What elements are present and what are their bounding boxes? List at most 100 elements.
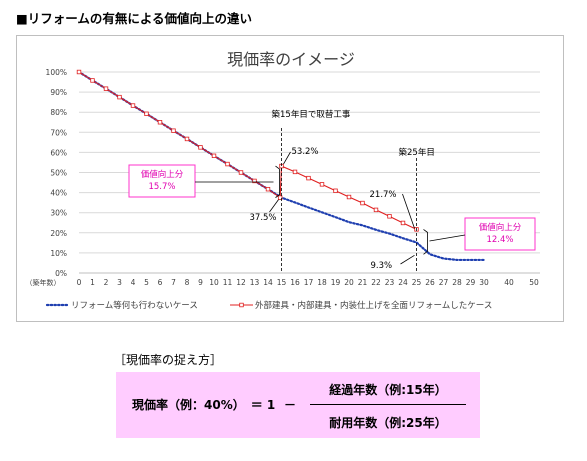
x-tick-label: 9 [198, 278, 203, 287]
x-tick-label: 16 [290, 278, 300, 287]
data-point [157, 120, 163, 125]
x-tick-label: 40 [504, 278, 514, 287]
x-tick-label: 23 [385, 278, 395, 287]
data-point [265, 186, 271, 192]
callout-box-1-value: 15.7% [148, 182, 175, 192]
data-point [76, 69, 82, 75]
x-tick-label: 25 [412, 278, 422, 287]
legend-label-reform: 外部建具・内部建具・内装仕上げを全面リフォームしたケース [255, 300, 492, 311]
data-point [198, 145, 203, 150]
annotation-9-3: 9.3% [371, 261, 393, 271]
data-point [277, 195, 283, 200]
formula-minus: － [284, 398, 297, 412]
x-tick-label: 30 [479, 278, 489, 287]
arrow-9-3 [400, 254, 415, 265]
x-tick-label: 7 [171, 278, 176, 287]
x-tick-label: 19 [331, 278, 341, 287]
callout-box-2-title: 価値向上分 [479, 222, 522, 233]
data-point [90, 78, 95, 83]
x-tick-label: 22 [371, 278, 381, 287]
data-point [130, 103, 136, 108]
arrow-53-2 [283, 151, 291, 165]
chart-svg: 現価率のイメージ 0%10%20%30%40%50%60%70%80%90%10… [26, 50, 540, 311]
data-point [252, 178, 257, 184]
data-point [333, 188, 338, 193]
y-tick-label: 0% [55, 269, 67, 278]
y-tick-label: 30% [50, 209, 67, 218]
x-tick-label: 11 [223, 278, 233, 287]
series-lines [76, 69, 486, 262]
x-tick-label: 27 [439, 278, 449, 287]
formula-numerator: 経過年数（例:15年） [329, 383, 447, 397]
fraction-bar [310, 404, 466, 405]
x-tick-label: 20 [344, 278, 354, 287]
callout-arrow-2 [429, 234, 466, 242]
data-point [306, 175, 311, 181]
data-point [387, 214, 392, 219]
x-tick-label: 8 [185, 278, 190, 287]
annotation-37-5: 37.5% [250, 213, 277, 223]
callout-box-1-title: 価値向上分 [141, 169, 184, 180]
legend-label-no-reform: リフォーム等何も行わないケース [71, 300, 198, 311]
y-tick-label: 80% [50, 108, 67, 117]
x-tick-label: 2 [104, 278, 109, 287]
callout-box-2-value: 12.4% [486, 235, 513, 245]
x-tick-label: 15 [277, 278, 287, 287]
annotation-event-25: 築25年目 [399, 147, 435, 158]
x-tick-label: 50 [529, 278, 539, 287]
callout-box-2 [464, 217, 536, 251]
y-tick-label: 40% [50, 189, 67, 198]
data-point [211, 153, 217, 159]
bracket-25 [423, 229, 428, 255]
x-axis-ticks: （築年数） 0 1 2 3 4 5 6 7 8 9 10 11 12 13 14 15 16 17 18 19 20 21 2… [26, 278, 539, 287]
x-tick-label: 12 [236, 278, 246, 287]
x-tick-label: 10 [209, 278, 219, 287]
arrow-37-5 [269, 199, 279, 213]
y-tick-label: 50% [50, 169, 67, 178]
data-point [292, 169, 298, 175]
y-tick-label: 100% [46, 68, 67, 77]
x-tick-label: 3 [117, 278, 122, 287]
data-point [144, 111, 149, 117]
data-point [238, 170, 244, 175]
formula-lhs: 現価率（例：40%） ＝ 1 [132, 398, 276, 412]
annotation-53-2: 53.2% [292, 147, 319, 157]
arrow-21-7 [402, 193, 415, 229]
x-tick-label: 26 [425, 278, 435, 287]
x-tick-label: 24 [398, 278, 408, 287]
y-tick-label: 10% [50, 249, 67, 258]
data-point [225, 161, 230, 167]
annotation-event-15: 築15年目で取替工事 [272, 109, 351, 120]
chart-legend: リフォーム等何も行わないケース 外部建具・内部建具・内装仕上げを全面リフォームした… [45, 300, 492, 311]
x-tick-label: 4 [131, 278, 136, 287]
x-axis-prefix: （築年数） [26, 278, 61, 287]
x-tick-label: 18 [317, 278, 327, 287]
y-tick-label: 70% [50, 128, 67, 137]
y-axis-ticks: 0% 10% 20% 30% 40% 50% 60% 70% 80% 90% 100% [46, 68, 67, 278]
data-point [400, 220, 406, 226]
data-point [360, 200, 365, 206]
y-tick-label: 90% [50, 88, 67, 97]
x-tick-label: 21 [358, 278, 368, 287]
data-point [117, 94, 122, 100]
page-heading: ■リフォームの有無による価値向上の違い [16, 11, 253, 26]
data-point [319, 182, 325, 187]
bracket-15 [275, 165, 280, 198]
formula-denominator: 耐用年数（例:25年） [329, 416, 447, 430]
chart-frame: 現価率のイメージ 0% 10% 20% 30% 40% 50% 60% 70% 80% 90% 10… [16, 35, 564, 322]
data-point [171, 128, 176, 133]
data-point [184, 136, 190, 142]
x-tick-label: 28 [452, 278, 462, 287]
formula-label: ［現価率の捉え方］ [114, 353, 223, 367]
legend-swatch-marker [239, 302, 244, 308]
x-tick-label: 13 [250, 278, 260, 287]
formula-box: 現価率（例：40%） ＝ 1 － 経過年数（例:15年） 耐用年数（例:25年） [116, 372, 480, 438]
x-tick-label: 14 [263, 278, 273, 287]
y-tick-label: 60% [50, 148, 67, 157]
series-line-reform [78, 71, 417, 230]
data-point [346, 194, 352, 200]
x-tick-label: 29 [466, 278, 476, 287]
chart-title: 現価率のイメージ [227, 50, 355, 69]
annotation-21-7: 21.7% [370, 190, 397, 200]
